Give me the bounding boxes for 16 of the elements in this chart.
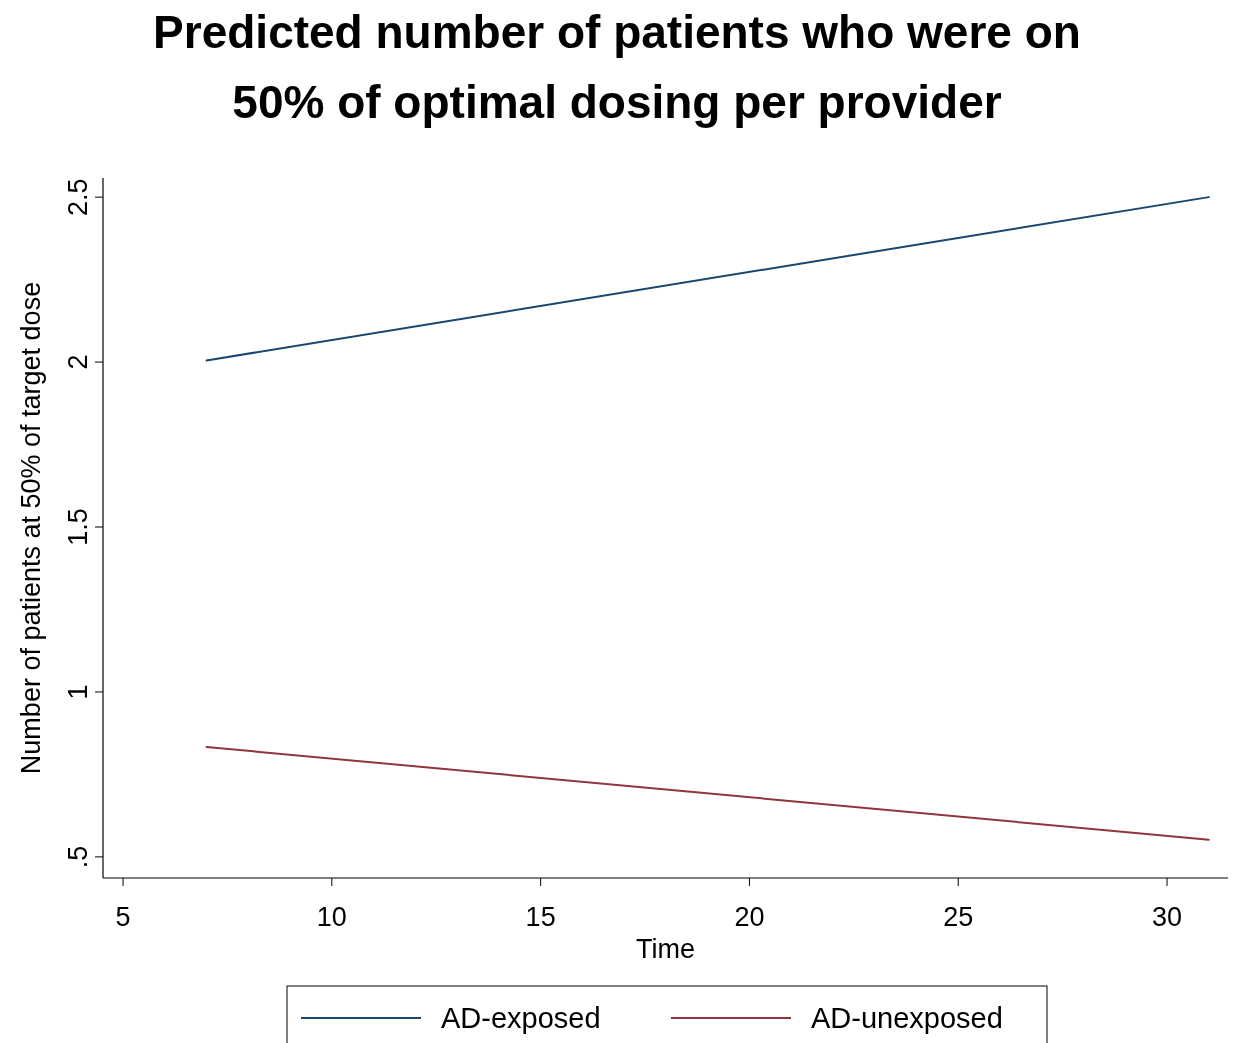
y-tick-label: 2.5	[63, 178, 93, 216]
x-tick-label: 30	[1152, 902, 1183, 932]
y-tick-label: 1.5	[63, 508, 93, 546]
x-tick-label: 10	[316, 902, 347, 932]
x-tick-label: 20	[734, 902, 765, 932]
x-tick-label: 25	[943, 902, 974, 932]
y-tick-label: .5	[63, 845, 93, 869]
chart-title: Predicted number of patients who were on 50% of optimal dosing per provider	[153, 6, 1081, 128]
legend-label: AD-unexposed	[811, 1002, 1003, 1034]
x-tick-label: 5	[115, 902, 131, 932]
y-tick-label: 1	[63, 684, 93, 700]
y-axis-title: Number of patients at 50% of target dose	[16, 281, 46, 775]
x-tick-label: 15	[525, 902, 556, 932]
legend-label: AD-exposed	[441, 1002, 601, 1034]
y-tick-label: 2	[63, 354, 93, 370]
x-axis-title: Time	[636, 934, 695, 964]
